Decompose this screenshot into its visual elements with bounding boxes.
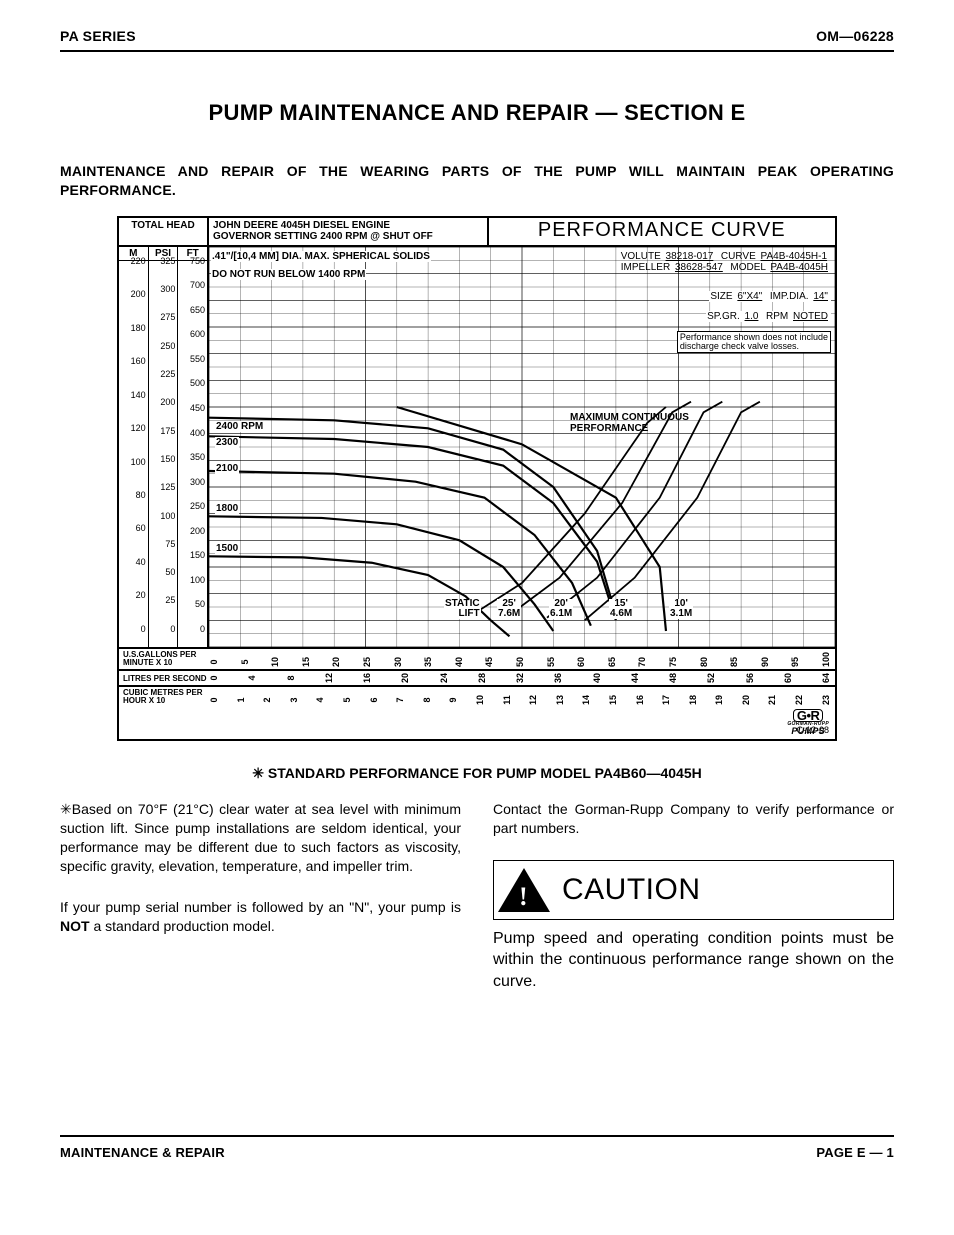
- solids-spec: .41"/[10,4 MM] DIA. MAX. SPHERICAL SOLID…: [211, 251, 431, 262]
- left-para-2: If your pump serial number is followed b…: [60, 898, 461, 936]
- static-lift-label: 10'3.1M: [669, 599, 693, 619]
- info-fields-3: SP.GR. 1.0 RPM NOTED: [706, 311, 831, 322]
- footer-rule: [60, 1135, 894, 1137]
- static-lift-label: 20'6.1M: [549, 599, 573, 619]
- body-columns: ✳Based on 70°F (21°C) clear water at sea…: [60, 800, 894, 1015]
- caution-body: Pump speed and operating condition point…: [493, 928, 894, 993]
- chart-number: C-12-08: [796, 725, 829, 735]
- rpm-label: 1500: [215, 543, 239, 554]
- warning-triangle-icon: [498, 868, 550, 912]
- static-lift-head: STATICLIFT: [444, 599, 481, 619]
- max-cont-label: MAXIMUM CONTINUOUSPERFORMANCE: [569, 412, 690, 434]
- caution-label: CAUTION: [562, 873, 701, 907]
- static-lift-label: 15'4.6M: [609, 599, 633, 619]
- intro-text: MAINTENANCE AND REPAIR OF THE WEARING PA…: [60, 162, 894, 200]
- caution-box: CAUTION: [493, 860, 894, 920]
- rpm-label: 1800: [215, 503, 239, 514]
- performance-chart: TOTAL HEAD JOHN DEERE 4045H DIESEL ENGIN…: [117, 216, 837, 741]
- static-lift-label: 25'7.6M: [497, 599, 521, 619]
- info-fields-2: SIZE 6"X4" IMP.DIA. 14": [709, 291, 831, 302]
- rpm-label: 2300: [215, 437, 239, 448]
- y-axis: M220200180160140120100806040200PSI325300…: [119, 247, 209, 647]
- disclaimer: Performance shown does not includedischa…: [677, 331, 831, 353]
- rpm-label: 2100: [215, 463, 239, 474]
- chart-caption: ✳ STANDARD PERFORMANCE FOR PUMP MODEL PA…: [60, 765, 894, 782]
- header-left: PA SERIES: [60, 28, 136, 44]
- do-not-run: DO NOT RUN BELOW 1400 RPM: [211, 269, 366, 280]
- header-right: OM—06228: [816, 28, 894, 44]
- chart-footer: G•R GORMAN-RUPP PUMPS: [119, 707, 835, 739]
- rpm-label: 2400 RPM: [215, 421, 264, 432]
- footer-left: MAINTENANCE & REPAIR: [60, 1145, 225, 1160]
- section-title: PUMP MAINTENANCE AND REPAIR — SECTION E: [60, 100, 894, 126]
- perf-curve-title: PERFORMANCE CURVE: [489, 218, 836, 247]
- right-para-1: Contact the Gorman-Rupp Company to verif…: [493, 800, 894, 838]
- total-head-label: TOTAL HEAD: [119, 218, 209, 247]
- page-footer: MAINTENANCE & REPAIR PAGE E — 1: [60, 1145, 894, 1160]
- info-fields: VOLUTE 38218-017 CURVE PA4B-4045H-1 IMPE…: [620, 251, 831, 273]
- engine-spec: JOHN DEERE 4045H DIESEL ENGINE GOVERNOR …: [209, 218, 489, 247]
- page-header: PA SERIES OM—06228: [60, 28, 894, 52]
- plot-area: .41"/[10,4 MM] DIA. MAX. SPHERICAL SOLID…: [209, 247, 835, 647]
- left-para-1: ✳Based on 70°F (21°C) clear water at sea…: [60, 800, 461, 876]
- footer-right: PAGE E — 1: [816, 1145, 894, 1160]
